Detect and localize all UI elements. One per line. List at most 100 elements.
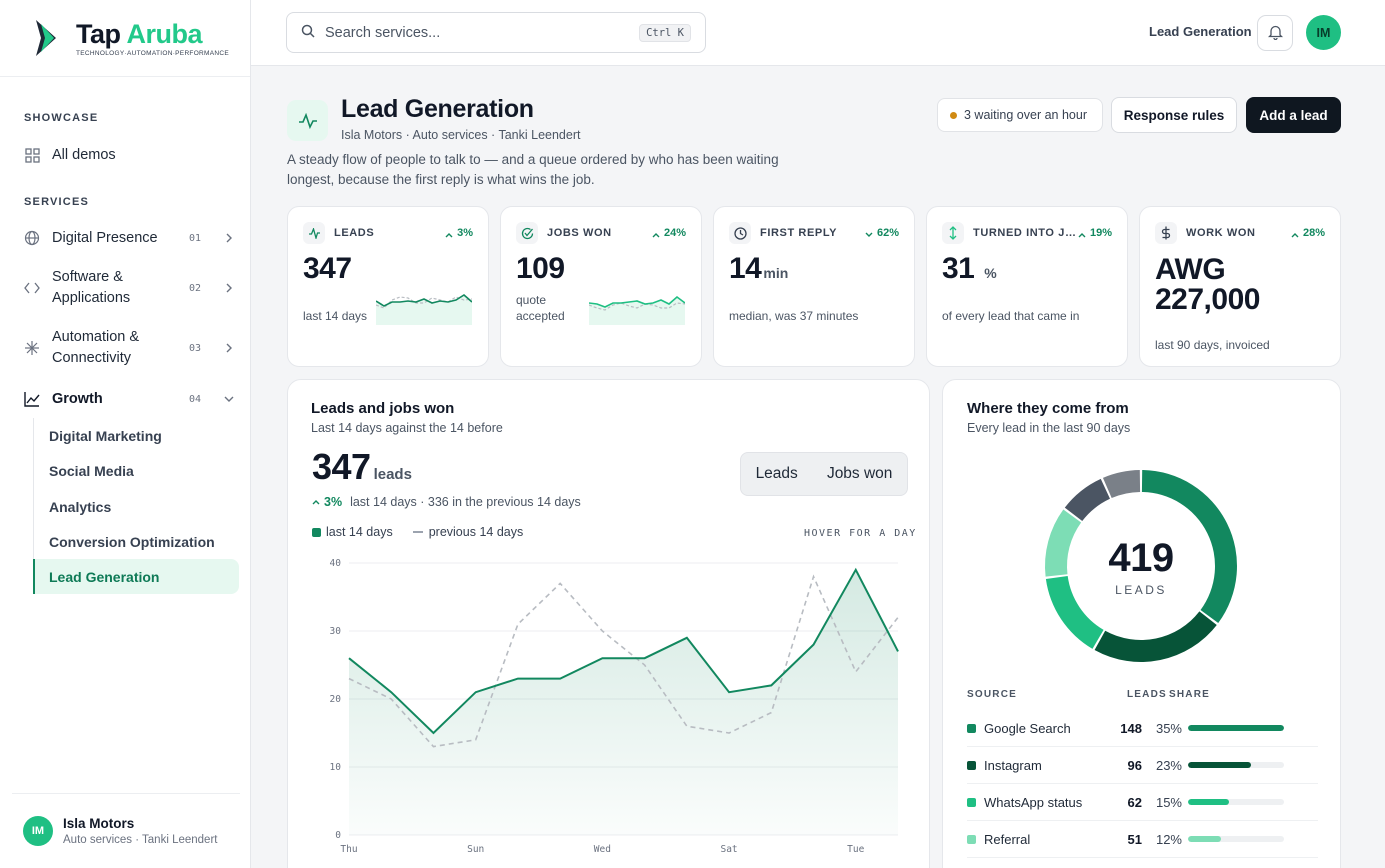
sidebar: Tap Aruba TECHNOLOGY·AUTOMATION·PERFORMA… xyxy=(0,0,251,868)
data-point-previous xyxy=(811,574,816,579)
sidebar-item-growth[interactable]: Growth 04 xyxy=(12,388,239,410)
kpi-value: 347 xyxy=(303,252,352,285)
dollar-icon xyxy=(1155,222,1177,244)
legend-swatch-current xyxy=(312,527,321,537)
chevron-right-icon xyxy=(219,283,239,293)
data-point-previous xyxy=(431,744,436,749)
brand[interactable]: Tap Aruba TECHNOLOGY·AUTOMATION·PERFORMA… xyxy=(0,0,250,77)
share-bar-fill xyxy=(1188,799,1230,805)
data-point-current xyxy=(642,656,647,661)
account-avatar[interactable]: IM xyxy=(1306,15,1341,50)
share-bar-fill xyxy=(1188,725,1284,731)
sidebar-item-all-demos[interactable]: All demos xyxy=(12,144,239,166)
share-bar xyxy=(1188,762,1284,768)
data-point-previous xyxy=(600,629,605,634)
data-point-previous xyxy=(853,669,858,674)
sidebar-item-number: 04 xyxy=(189,393,202,405)
kpi-label: FIRST REPLY xyxy=(760,227,838,239)
add-lead-button[interactable]: Add a lead xyxy=(1246,97,1341,133)
card-title: Leads and jobs won xyxy=(311,400,455,417)
topbar: Ctrl K Lead Generation IM xyxy=(251,0,1385,66)
sidebar-item-label: Software & Applications xyxy=(52,269,131,306)
donut-slice xyxy=(1045,576,1104,649)
data-point-previous xyxy=(347,676,352,681)
kpi-label: JOBS WON xyxy=(547,227,612,239)
page-title: Lead Generation xyxy=(341,95,534,123)
data-point-current xyxy=(727,690,732,695)
source-color-swatch xyxy=(967,723,976,733)
sidebar-item-label: Digital Presence xyxy=(52,229,158,246)
series-line-previous xyxy=(348,574,899,748)
sparkline xyxy=(376,294,472,325)
col-source: SOURCE xyxy=(967,689,1017,700)
sidebar-item-automation-connectivity[interactable]: Automation & Connectivity 03 xyxy=(12,326,239,370)
kpi-card-first-reply[interactable]: FIRST REPLY 62% 14 min median, was 37 min… xyxy=(713,206,915,367)
sidebar-subitem-analytics[interactable]: Analytics xyxy=(49,498,112,515)
toggle-jobs-won[interactable]: Jobs won xyxy=(826,465,893,482)
status-dot xyxy=(950,111,957,119)
source-row[interactable]: Referral 51 12% xyxy=(967,821,1318,858)
waiting-badge[interactable]: 3 waiting over an hour xyxy=(937,98,1103,132)
donut-slice xyxy=(1141,470,1237,624)
data-point-current xyxy=(600,656,605,661)
shortcut-hint: Ctrl K xyxy=(639,23,691,42)
source-row[interactable]: Instagram 96 23% xyxy=(967,747,1318,784)
share-bar xyxy=(1188,836,1284,842)
data-point-previous xyxy=(515,622,520,627)
page-description: A steady flow of people to talk to — and… xyxy=(287,152,779,187)
x-tick-label: Sat xyxy=(720,844,737,855)
data-point-previous xyxy=(473,737,478,742)
donut-slice xyxy=(1045,509,1082,577)
notifications-button[interactable] xyxy=(1257,15,1293,51)
sources-donut-chart[interactable] xyxy=(1033,458,1249,674)
user-profile[interactable]: IM Isla Motors Auto services · Tanki Lee… xyxy=(12,793,240,868)
code-icon xyxy=(24,280,40,296)
sidebar-subitem-conversion-optimization[interactable]: Conversion Optimization xyxy=(49,533,215,550)
kpi-card-work-won[interactable]: WORK WON 28% AWG 227,000 last 90 days, i… xyxy=(1139,206,1341,367)
col-share: SHARE xyxy=(1169,689,1211,700)
search-input[interactable] xyxy=(325,24,640,41)
donut-slice xyxy=(1094,611,1217,662)
data-point-current xyxy=(684,635,689,640)
toggle-leads[interactable]: Leads xyxy=(755,465,798,482)
kpi-card-leads[interactable]: LEADS 3% 347 last 14 days xyxy=(287,206,489,367)
kpi-card-jobs-won[interactable]: JOBS WON 24% 109 quote accepted xyxy=(500,206,702,367)
logo-icon xyxy=(36,20,56,56)
source-row[interactable]: Google Search 148 35% xyxy=(967,710,1318,747)
sidebar-subitem-lead-generation[interactable]: Lead Generation xyxy=(33,559,239,594)
share-bar xyxy=(1188,725,1284,731)
source-row[interactable]: WhatsApp status 62 15% xyxy=(967,784,1318,821)
card-title: Where they come from xyxy=(967,400,1129,417)
kpi-card-turned-into-jobs[interactable]: TURNED INTO JOBS 19% 31 % of every lead … xyxy=(926,206,1128,367)
chevron-right-icon xyxy=(219,343,239,353)
sidebar-subitem-social-media[interactable]: Social Media xyxy=(49,462,134,479)
leads-line-chart[interactable]: 0 10 20 30 40 Thu Sun Wed Sat Tue xyxy=(288,550,931,868)
trend-summary: 3% last 14 days · 336 in the previous 14… xyxy=(312,495,581,509)
trend-down-icon xyxy=(865,225,873,241)
y-tick-label: 10 xyxy=(330,762,342,773)
data-point-previous xyxy=(896,615,901,620)
y-tick-label: 20 xyxy=(330,694,342,705)
sidebar-item-digital-presence[interactable]: Digital Presence 01 xyxy=(12,226,239,250)
data-point-current xyxy=(431,731,436,736)
legend-label-current: last 14 days xyxy=(326,525,393,539)
sparkle-icon xyxy=(24,340,40,356)
source-share: 35% xyxy=(1155,720,1182,736)
waiting-text: 3 waiting over an hour xyxy=(964,108,1087,122)
kpi-footnote: of every lead that came in xyxy=(942,309,1080,323)
card-subtitle: Every lead in the last 90 days xyxy=(967,421,1131,435)
kpi-delta: 19% xyxy=(1089,227,1112,239)
response-rules-button[interactable]: Response rules xyxy=(1111,97,1237,133)
data-point-previous xyxy=(642,663,647,668)
chevron-down-icon xyxy=(219,395,239,403)
source-name: WhatsApp status xyxy=(984,794,1083,810)
donut-total: 419 xyxy=(1108,535,1174,580)
sidebar-subitem-digital-marketing[interactable]: Digital Marketing xyxy=(49,427,162,444)
kpi-value: AWG 227,000 xyxy=(1155,253,1260,316)
source-leads: 51 xyxy=(1127,831,1142,847)
sidebar-item-software-applications[interactable]: Software & Applications 02 xyxy=(12,266,239,310)
data-point-current xyxy=(811,642,816,647)
data-point-previous xyxy=(558,581,563,586)
donut-slice xyxy=(1064,478,1110,522)
search-box[interactable]: Ctrl K xyxy=(286,12,706,53)
